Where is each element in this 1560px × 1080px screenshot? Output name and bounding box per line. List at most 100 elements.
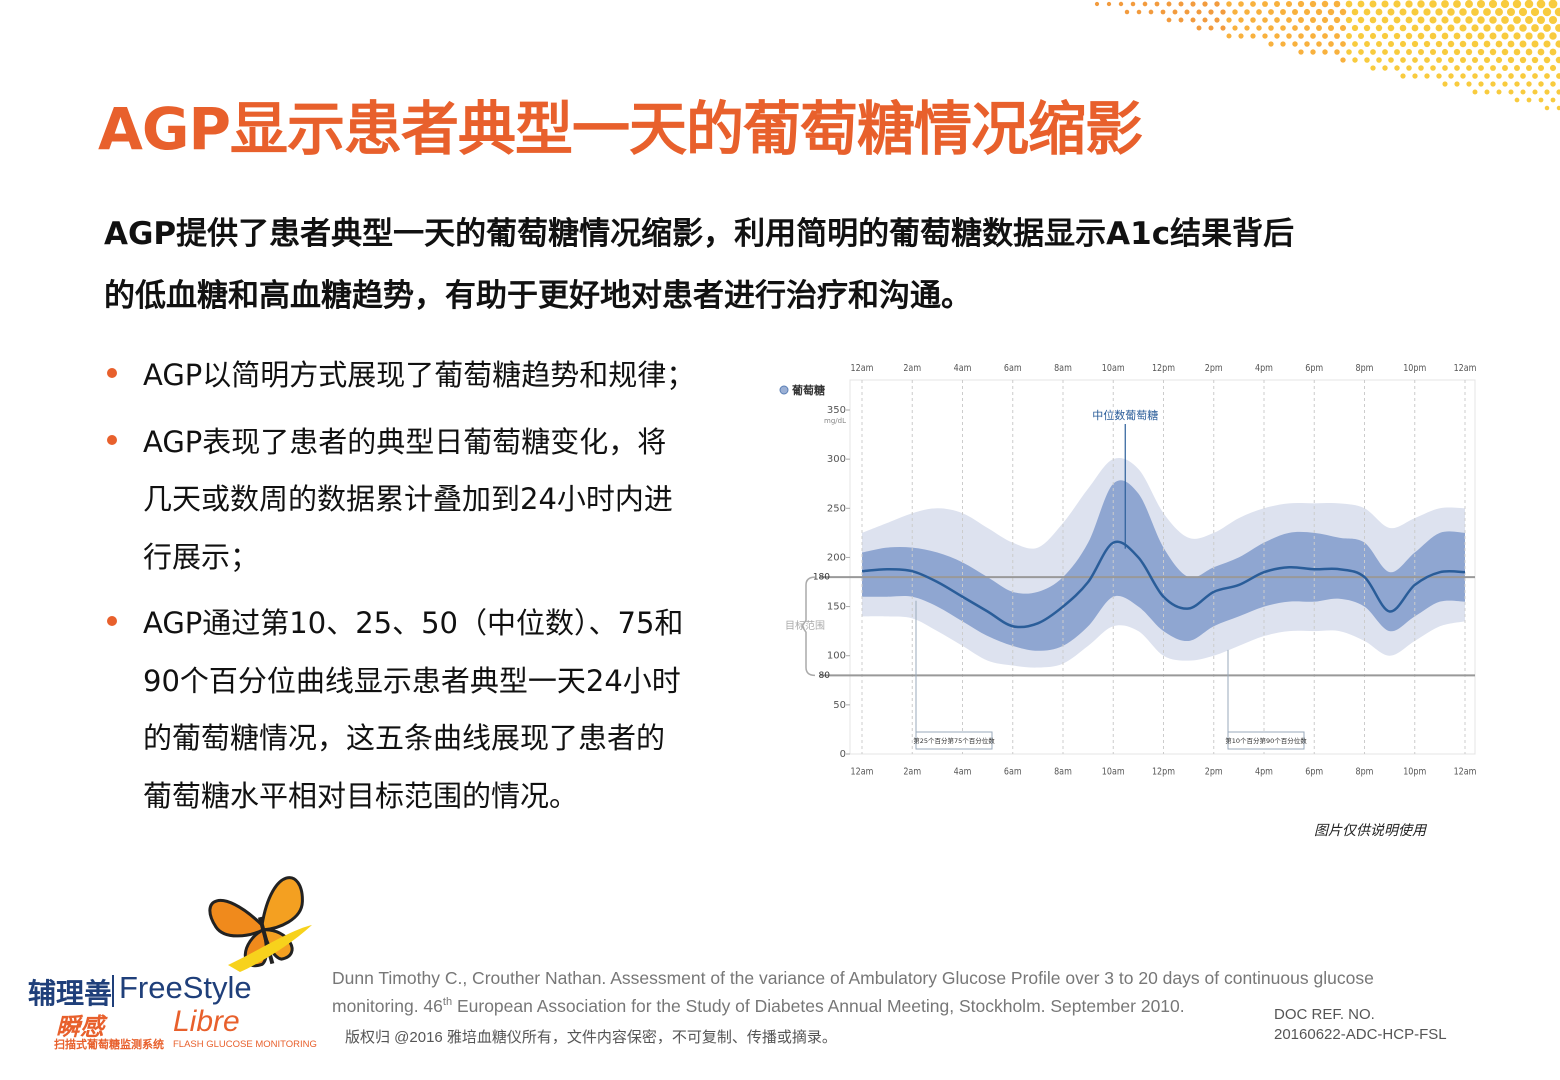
decoration-dot bbox=[1328, 41, 1334, 47]
decoration-dot bbox=[1387, 8, 1395, 16]
decoration-dot bbox=[1476, 0, 1486, 9]
decoration-dot bbox=[1345, 0, 1353, 8]
decoration-dot bbox=[1466, 65, 1472, 71]
decoration-dot bbox=[1322, 49, 1328, 55]
decoration-dot bbox=[1531, 40, 1539, 48]
decoration-dot bbox=[1238, 1, 1244, 7]
decoration-dot bbox=[1490, 65, 1496, 71]
logo-brand: FreeStyle bbox=[119, 970, 252, 1005]
intro-line: 的低血糖和高血糖趋势，有助于更好地对患者进行治疗和沟通。 bbox=[104, 278, 972, 314]
target-label: 180 bbox=[813, 573, 830, 583]
decoration-dot bbox=[1435, 8, 1443, 16]
decoration-dot bbox=[1430, 65, 1436, 71]
decoration-dot bbox=[1471, 56, 1479, 64]
decoration-dot bbox=[1387, 40, 1395, 48]
x-tick-label: 12pm bbox=[1152, 767, 1175, 778]
doc-ref-line: 20160622-ADC-HCP-FSL bbox=[1274, 1026, 1447, 1043]
decoration-dot bbox=[1478, 81, 1484, 87]
decoration-dot bbox=[1340, 57, 1346, 63]
decoration-dot bbox=[1459, 8, 1467, 16]
decoration-dot bbox=[1370, 65, 1376, 71]
legend-icon bbox=[779, 385, 789, 395]
y-tick-label: 100 bbox=[827, 651, 846, 662]
decoration-dot bbox=[1363, 24, 1371, 32]
decoration-dot bbox=[1291, 8, 1299, 16]
decoration-dot bbox=[1537, 48, 1545, 56]
decoration-dot bbox=[1381, 0, 1389, 8]
decoration-dot bbox=[1310, 49, 1316, 55]
decoration-dot bbox=[1411, 8, 1419, 16]
decoration-dot bbox=[1304, 25, 1310, 31]
decoration-dot bbox=[1292, 41, 1298, 47]
decoration-dot bbox=[1262, 1, 1268, 7]
decoration-dot bbox=[1520, 73, 1526, 79]
decoration-dot bbox=[1424, 57, 1430, 63]
decoration-dot bbox=[1548, 15, 1558, 25]
decoration-dot bbox=[1411, 40, 1419, 48]
decoration-dot bbox=[1345, 16, 1353, 24]
decoration-dot bbox=[1483, 40, 1491, 48]
x-tick-label: 10pm bbox=[1403, 767, 1426, 778]
decoration-dot bbox=[1382, 49, 1388, 55]
decoration-dot bbox=[1436, 57, 1442, 63]
decoration-dot bbox=[1297, 0, 1305, 8]
x-tick-label: 6am bbox=[1004, 363, 1022, 374]
x-tick-label: 12pm bbox=[1152, 363, 1175, 374]
decoration-dot bbox=[1555, 56, 1560, 64]
decoration-dot bbox=[1202, 17, 1208, 23]
decoration-dot bbox=[1208, 9, 1214, 15]
decoration-dot bbox=[1250, 17, 1256, 23]
decoration-dot bbox=[1274, 1, 1280, 7]
decoration-dot bbox=[1357, 16, 1365, 24]
decoration-dot bbox=[1550, 81, 1556, 87]
decoration-dot bbox=[1316, 25, 1322, 31]
decoration-dot bbox=[1538, 97, 1544, 103]
decoration-dot bbox=[1339, 8, 1347, 16]
decoration-dot bbox=[1465, 32, 1473, 40]
decoration-dot bbox=[1256, 25, 1262, 31]
decoration-dot bbox=[1130, 1, 1136, 7]
decoration-dot bbox=[1471, 24, 1479, 32]
decoration-dot bbox=[1375, 8, 1383, 16]
decoration-dot bbox=[1512, 0, 1522, 9]
x-tick-label: 4pm bbox=[1255, 767, 1273, 778]
x-tick-label: 6am bbox=[1004, 767, 1022, 778]
decoration-dot bbox=[1484, 73, 1490, 79]
x-tick-label: 10am bbox=[1102, 363, 1125, 374]
decoration-dot bbox=[1405, 16, 1413, 24]
decoration-dot bbox=[1388, 57, 1394, 63]
decoration-dot bbox=[1387, 24, 1395, 32]
decoration-dot bbox=[1447, 8, 1455, 16]
decoration-dot bbox=[1538, 81, 1544, 87]
decoration-dot bbox=[1544, 89, 1550, 95]
bullet-line: AGP通过第10、25、50（中位数）、75和 bbox=[143, 606, 684, 640]
decoration-dot bbox=[1274, 33, 1280, 39]
decoration-dot bbox=[1544, 73, 1550, 79]
decoration-dot bbox=[1543, 24, 1551, 32]
decoration-dot bbox=[1136, 9, 1142, 15]
decoration-dot bbox=[1495, 8, 1503, 16]
decoration-dot bbox=[1244, 25, 1250, 31]
decoration-dot bbox=[1280, 9, 1286, 15]
decoration-dot bbox=[1369, 0, 1377, 8]
decoration-dot bbox=[1405, 0, 1413, 8]
decoration-dot bbox=[1351, 24, 1359, 32]
decoration-dot bbox=[1483, 56, 1491, 64]
x-tick-label: 4pm bbox=[1255, 363, 1273, 374]
decoration-dot bbox=[1292, 25, 1298, 31]
decoration-dot bbox=[1500, 0, 1510, 9]
decoration-dot bbox=[1172, 9, 1178, 15]
decoration-dot bbox=[1417, 16, 1425, 24]
decoration-dot bbox=[1526, 81, 1532, 87]
decoration-dot bbox=[1196, 25, 1202, 31]
decoration-dot bbox=[1309, 16, 1317, 24]
decoration-dot bbox=[1453, 16, 1461, 24]
x-tick-label: 4am bbox=[954, 767, 972, 778]
decoration-dot bbox=[1507, 40, 1515, 48]
decoration-dot bbox=[1417, 32, 1425, 40]
decoration-dot bbox=[1196, 9, 1202, 15]
decoration-dot bbox=[1543, 56, 1551, 64]
decoration-dot bbox=[1442, 65, 1448, 71]
decoration-dot bbox=[1524, 0, 1534, 9]
decoration-dot bbox=[1274, 17, 1280, 23]
